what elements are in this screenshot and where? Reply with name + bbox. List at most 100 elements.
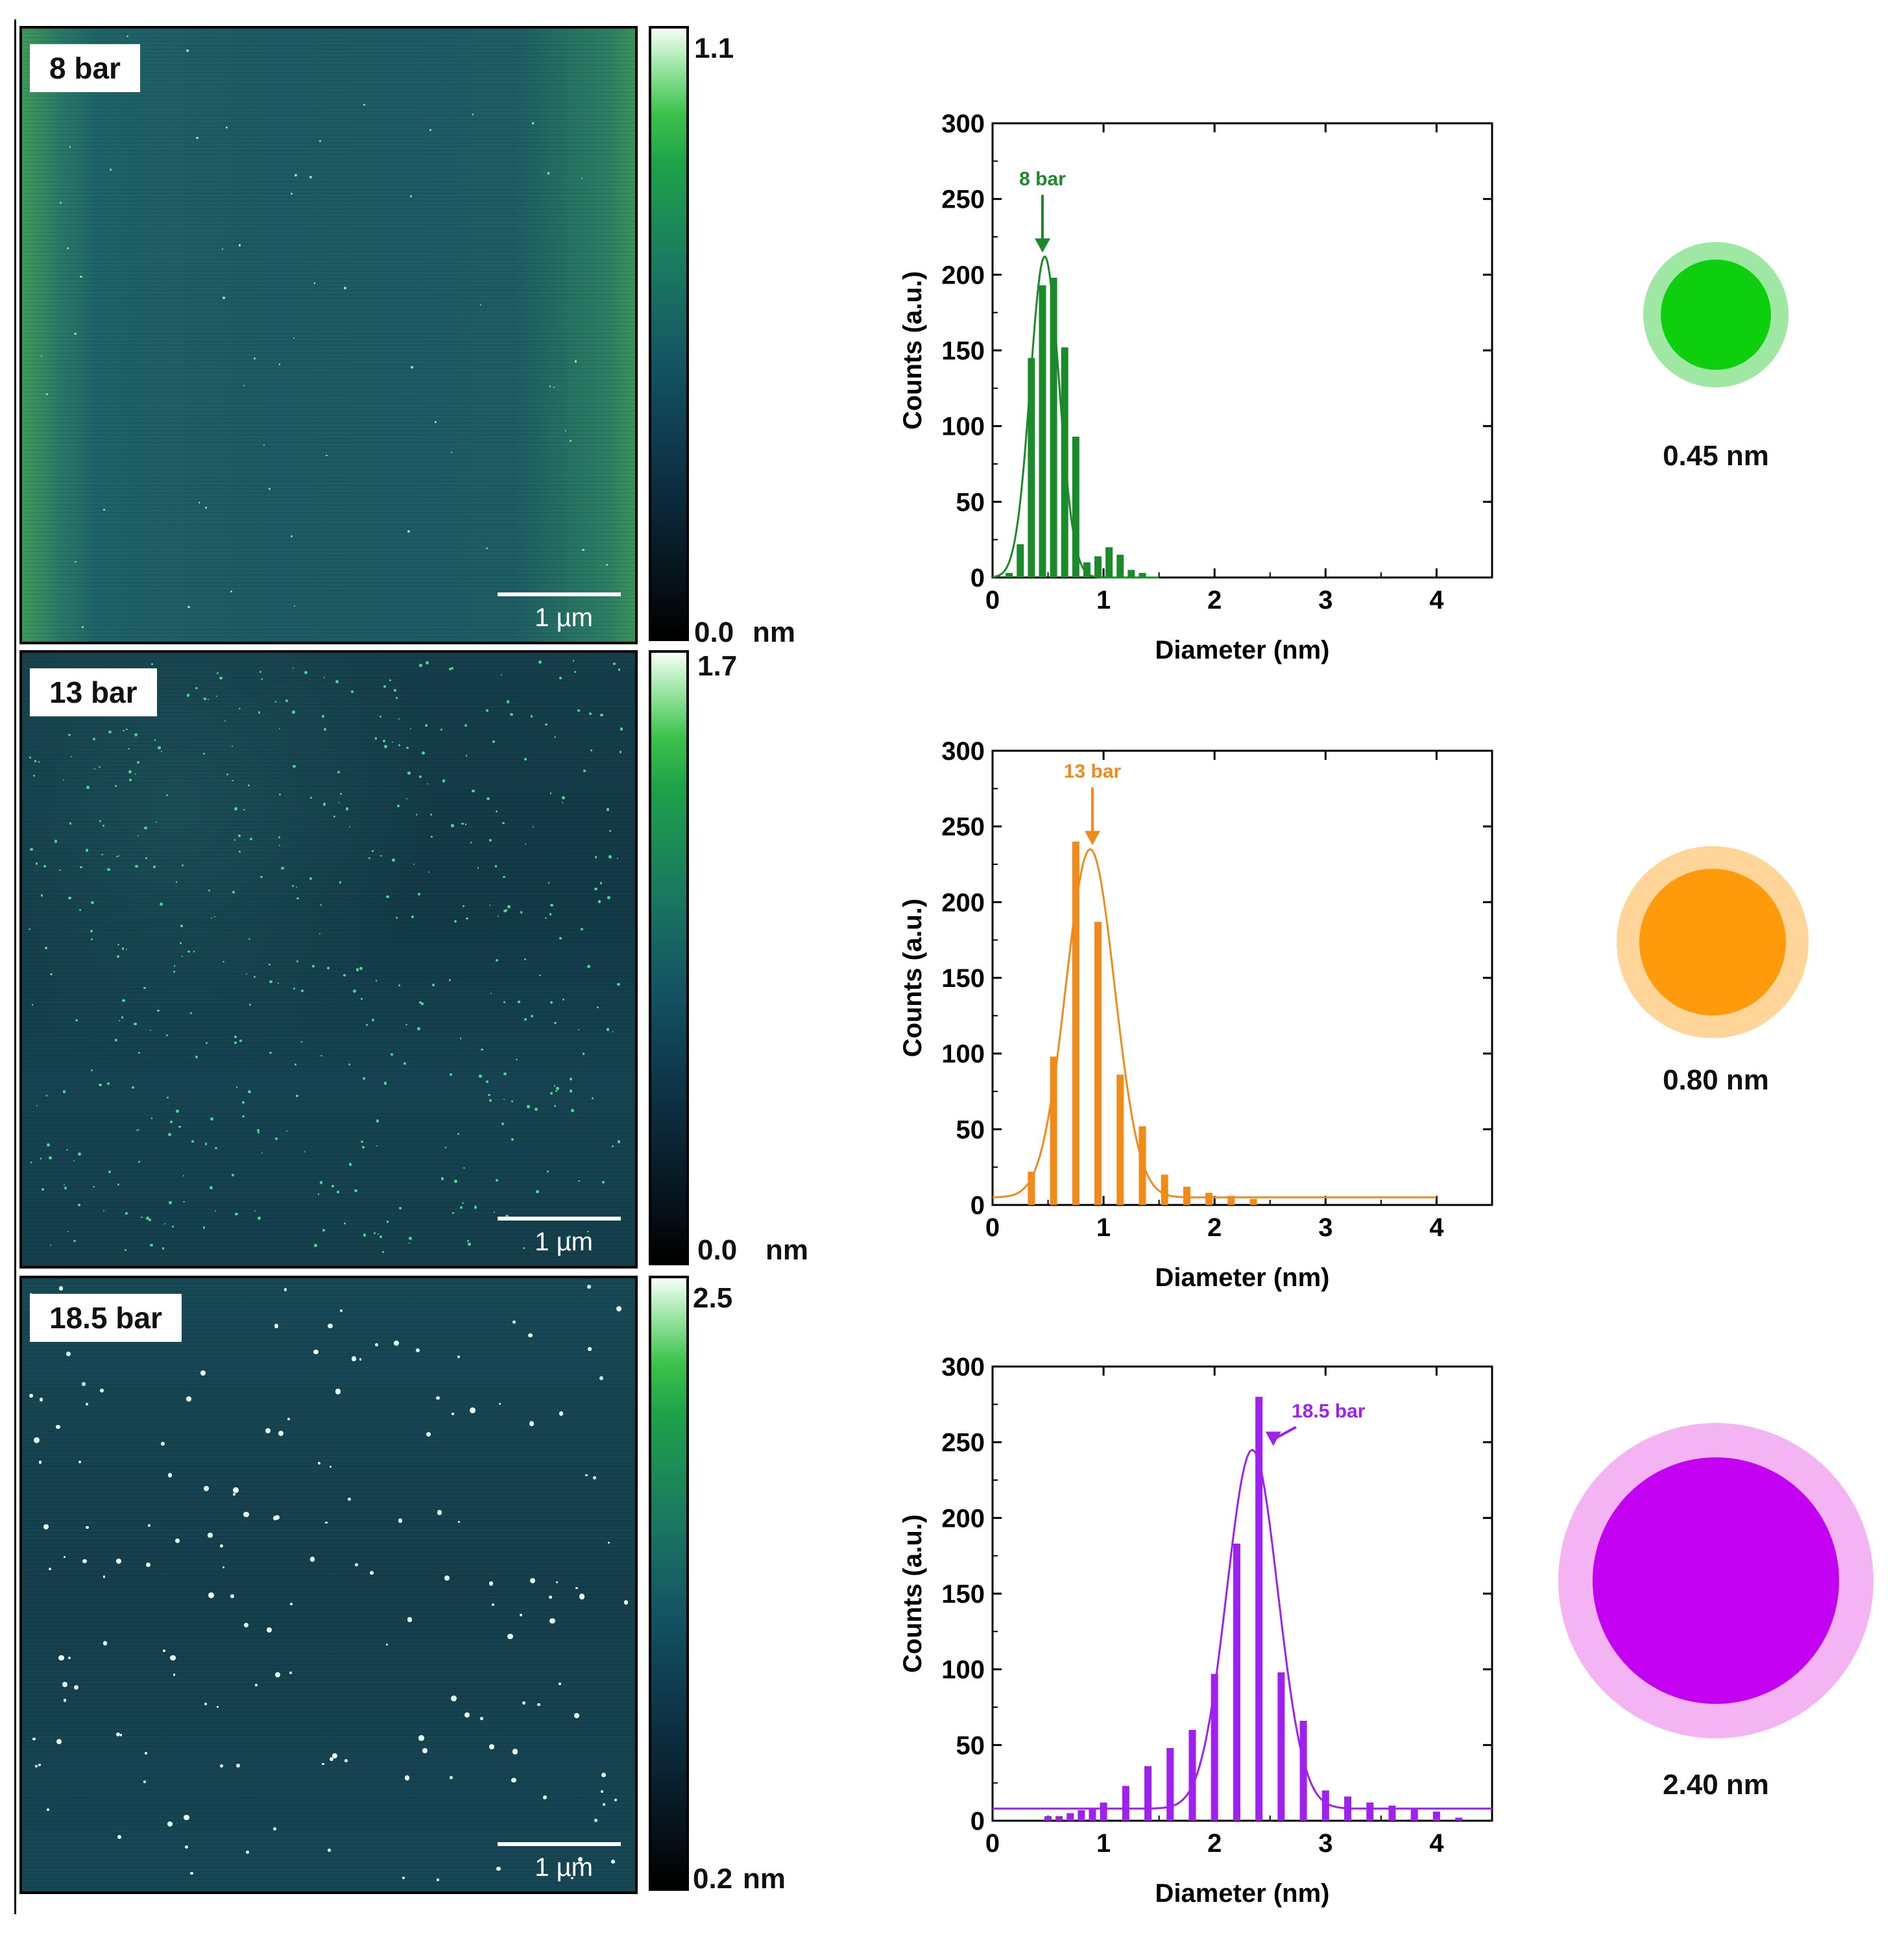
afm-particle — [579, 1594, 584, 1599]
y-tick-label: 50 — [956, 1731, 985, 1760]
afm-particle — [160, 902, 163, 906]
particle-diagram-18-5bar — [1557, 1422, 1875, 1740]
afm-particle — [398, 984, 400, 986]
afm-particle — [599, 882, 603, 884]
afm-particle — [464, 1712, 470, 1718]
afm-particle — [545, 723, 548, 725]
annotation-arrow-head — [1035, 238, 1050, 253]
histogram-bar — [1050, 278, 1057, 577]
afm-particle — [505, 1215, 509, 1218]
afm-particle — [40, 1157, 42, 1160]
histogram-bar — [1388, 1805, 1396, 1821]
afm-particle — [138, 834, 139, 836]
afm-particle — [173, 971, 176, 973]
afm-particle — [235, 1086, 238, 1088]
afm-particle — [324, 677, 326, 679]
histogram-bar — [1410, 1808, 1418, 1821]
afm-particle — [129, 779, 132, 782]
histogram-8bar: 0 50 100 150 200 250 300 0 1 2 3 4 Diameter (nm) Coun… — [898, 110, 1493, 664]
afm-particle — [449, 668, 452, 671]
y-tick-label: 200 — [941, 1504, 985, 1533]
afm-particle — [247, 784, 250, 787]
afm-particle — [215, 695, 218, 698]
afm-particle — [208, 698, 210, 701]
afm-particle — [549, 912, 552, 916]
afm-particle — [85, 1525, 89, 1529]
afm-particle — [55, 1424, 60, 1429]
afm-particle — [67, 1231, 69, 1233]
y-tick-label: 0 — [970, 564, 985, 592]
afm-particle — [116, 855, 118, 858]
afm-particle — [322, 1762, 324, 1766]
histogram-bar — [1094, 556, 1102, 577]
afm-particle — [322, 1228, 325, 1232]
afm-particle — [126, 949, 128, 951]
x-tick-label: 4 — [1429, 1829, 1444, 1858]
afm-particle — [392, 858, 396, 862]
afm-particle — [221, 248, 223, 250]
afm-particle — [99, 766, 101, 768]
afm-particle — [461, 822, 464, 825]
afm-particle — [195, 1055, 199, 1059]
afm-particle — [121, 999, 125, 1003]
afm-particle — [220, 1764, 223, 1768]
histogram-bar — [1006, 573, 1013, 577]
particle-size-label: 0.80 nm — [1663, 1064, 1769, 1096]
afm-particle — [283, 1288, 287, 1292]
afm-particle — [259, 670, 261, 673]
afm-particle — [489, 838, 492, 842]
afm-particle — [176, 1110, 179, 1113]
afm-particle — [326, 966, 330, 969]
afm-particle — [239, 708, 241, 710]
afm-particle — [231, 746, 233, 748]
histogram-bar — [1122, 1786, 1129, 1821]
afm-particle — [437, 1510, 442, 1515]
colorbar-unit: nm — [765, 1234, 808, 1266]
afm-particle — [340, 1309, 343, 1313]
afm-particle — [548, 882, 550, 884]
afm-particle — [511, 1777, 516, 1783]
afm-particle — [58, 1286, 64, 1291]
afm-particle — [232, 891, 235, 894]
histogram-bar — [1017, 544, 1024, 577]
afm-particle — [56, 1738, 62, 1744]
afm-particle — [224, 720, 226, 722]
afm-particle — [204, 698, 206, 700]
afm-particle — [80, 276, 82, 278]
afm-particle — [90, 930, 93, 933]
afm-particle — [570, 1078, 572, 1080]
histogram-bar — [1100, 1803, 1107, 1821]
afm-particle — [234, 807, 237, 810]
afm-particle — [394, 689, 396, 692]
afm-particle — [405, 1024, 407, 1026]
afm-particle — [255, 1683, 258, 1686]
afm-particle — [29, 847, 33, 851]
afm-particle — [215, 1147, 217, 1149]
afm-particle — [335, 1389, 341, 1394]
afm-particle — [304, 671, 307, 675]
colorbar-18-5bar — [649, 1276, 689, 1891]
afm-particle — [59, 202, 62, 204]
afm-particle — [451, 1412, 455, 1415]
afm-particle — [339, 881, 342, 884]
afm-particle — [554, 736, 556, 738]
afm-particle — [426, 1431, 431, 1437]
afm-particle — [329, 1756, 333, 1761]
afm-particle — [223, 1566, 225, 1569]
afm-particle — [407, 772, 411, 775]
pressure-label: 13 bar — [30, 668, 157, 716]
afm-particle — [205, 507, 207, 509]
afm-particle — [47, 1808, 50, 1812]
afm-particle — [202, 1226, 206, 1229]
afm-particle — [265, 1428, 271, 1434]
afm-particle — [467, 1239, 470, 1242]
afm-particle — [528, 1333, 533, 1338]
afm-particle — [586, 965, 590, 969]
afm-particle — [99, 1388, 104, 1393]
afm-particle — [290, 1602, 293, 1605]
afm-particle — [198, 501, 200, 504]
afm-particle — [616, 857, 618, 859]
afm-particle — [577, 1028, 580, 1031]
x-tick-label: 3 — [1318, 1213, 1332, 1242]
afm-particle — [245, 1850, 249, 1854]
